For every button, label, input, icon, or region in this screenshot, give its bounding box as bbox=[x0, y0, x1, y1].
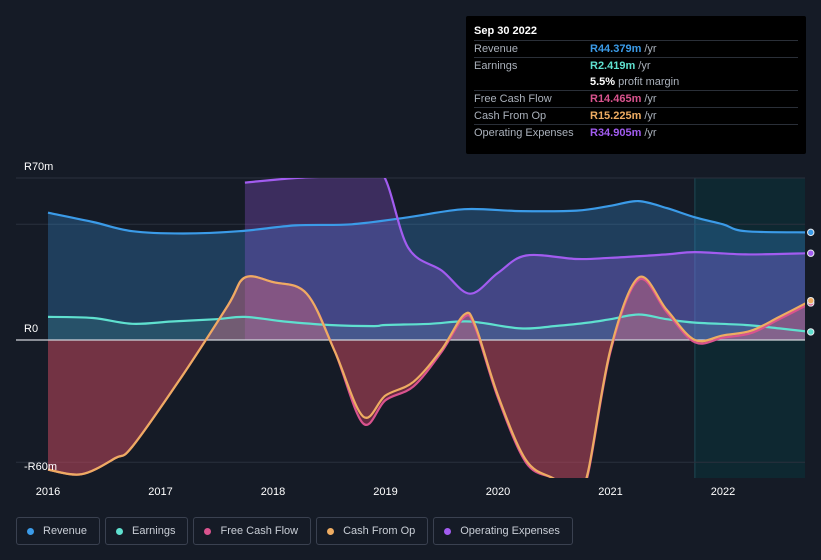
x-tick-label: 2016 bbox=[36, 486, 60, 498]
tooltip: Sep 30 2022 Revenue R44.379m/yr Earnings R2… bbox=[466, 16, 806, 154]
tooltip-row-unit: /yr bbox=[644, 93, 657, 105]
tooltip-date: Sep 30 2022 bbox=[474, 25, 537, 37]
legend-dot-icon bbox=[27, 527, 34, 535]
line-earnings bbox=[47, 313, 805, 333]
legend-item-earnings[interactable]: Earnings bbox=[105, 517, 189, 545]
area-revenue bbox=[48, 201, 805, 340]
area-cash-from-op bbox=[48, 276, 805, 478]
legend-item-cash-from-op[interactable]: Cash From Op bbox=[316, 517, 429, 545]
tooltip-row: Revenue R44.379m/yr bbox=[474, 40, 798, 57]
legend-label: Revenue bbox=[43, 525, 88, 537]
chart-svg: R70m R0 -R60m 2016 2017 2018 2019 2020 2021 2022 bbox=[16, 161, 815, 498]
tooltip-row-value: R2.419m bbox=[590, 60, 636, 72]
x-tick-label: 2017 bbox=[148, 486, 172, 498]
legend-label: Earnings bbox=[132, 525, 176, 537]
tooltip-row: Cash From Op R15.225m/yr bbox=[474, 107, 798, 124]
y-label-top: R70m bbox=[24, 161, 53, 173]
tooltip-row-value: R15.225m bbox=[590, 110, 642, 122]
legend-dot-icon bbox=[327, 527, 335, 535]
tooltip-row-label: Cash From Op bbox=[474, 110, 547, 122]
area-operating-expenses bbox=[244, 178, 805, 340]
tooltip-row-value: R14.465m bbox=[590, 93, 642, 105]
area-free-cash-flow bbox=[48, 276, 805, 478]
legend-item-free-cash-flow[interactable]: Free Cash Flow bbox=[193, 517, 312, 545]
tooltip-row-label: Revenue bbox=[474, 43, 519, 55]
line-revenue bbox=[47, 199, 805, 235]
y-label-zero: R0 bbox=[24, 323, 38, 335]
tooltip-row-unit: /yr bbox=[644, 110, 657, 122]
tooltip-row-value: R44.379m bbox=[590, 43, 642, 55]
tooltip-row-value: R34.905m bbox=[590, 127, 642, 139]
legend-dot-icon bbox=[204, 527, 212, 535]
tooltip-row: Free Cash Flow R14.465m/yr bbox=[474, 90, 798, 107]
tooltip-row-label bbox=[474, 74, 590, 90]
tooltip-row-value: 5.5% bbox=[590, 76, 616, 88]
legend-label: Cash From Op bbox=[343, 525, 416, 537]
forecast-band bbox=[694, 178, 805, 478]
line-operating-expenses bbox=[244, 178, 805, 295]
legend-dot-icon bbox=[116, 527, 124, 535]
tooltip-row-unit: /yr bbox=[644, 127, 657, 139]
end-point-revenue bbox=[807, 228, 815, 237]
legend-item-operating-expenses[interactable]: Operating Expenses bbox=[433, 517, 573, 545]
end-point-earnings bbox=[807, 328, 815, 336]
tooltip-row-unit: /yr bbox=[638, 60, 651, 72]
tooltip-row-label: Earnings bbox=[474, 60, 518, 72]
tooltip-row: Earnings R2.419m/yr bbox=[474, 57, 798, 74]
legend-dot-icon bbox=[444, 527, 452, 535]
x-tick-label: 2020 bbox=[486, 486, 510, 498]
tooltip-row-unit: /yr bbox=[644, 43, 657, 55]
tooltip-row: Operating Expenses R34.905m/yr bbox=[474, 124, 798, 141]
legend-label: Free Cash Flow bbox=[220, 525, 299, 537]
tooltip-row-label: Free Cash Flow bbox=[474, 93, 552, 105]
line-cash-from-op bbox=[47, 275, 805, 478]
tooltip-row: 5.5% profit margin bbox=[474, 74, 798, 90]
end-point-cash-from-op bbox=[807, 296, 815, 305]
end-point-operating-expenses bbox=[807, 249, 815, 257]
legend: Revenue Earnings Free Cash Flow Cash From O… bbox=[16, 517, 578, 545]
tooltip-row-unit: profit margin bbox=[618, 76, 680, 88]
legend-item-revenue[interactable]: Revenue bbox=[16, 517, 101, 545]
legend-label: Operating Expenses bbox=[460, 525, 560, 537]
x-tick-label: 2021 bbox=[598, 486, 622, 498]
y-label-bottom: -R60m bbox=[24, 461, 57, 473]
x-tick-label: 2022 bbox=[711, 486, 735, 498]
x-tick-label: 2019 bbox=[373, 486, 397, 498]
x-tick-label: 2018 bbox=[261, 486, 285, 498]
tooltip-row-label: Operating Expenses bbox=[474, 127, 574, 139]
